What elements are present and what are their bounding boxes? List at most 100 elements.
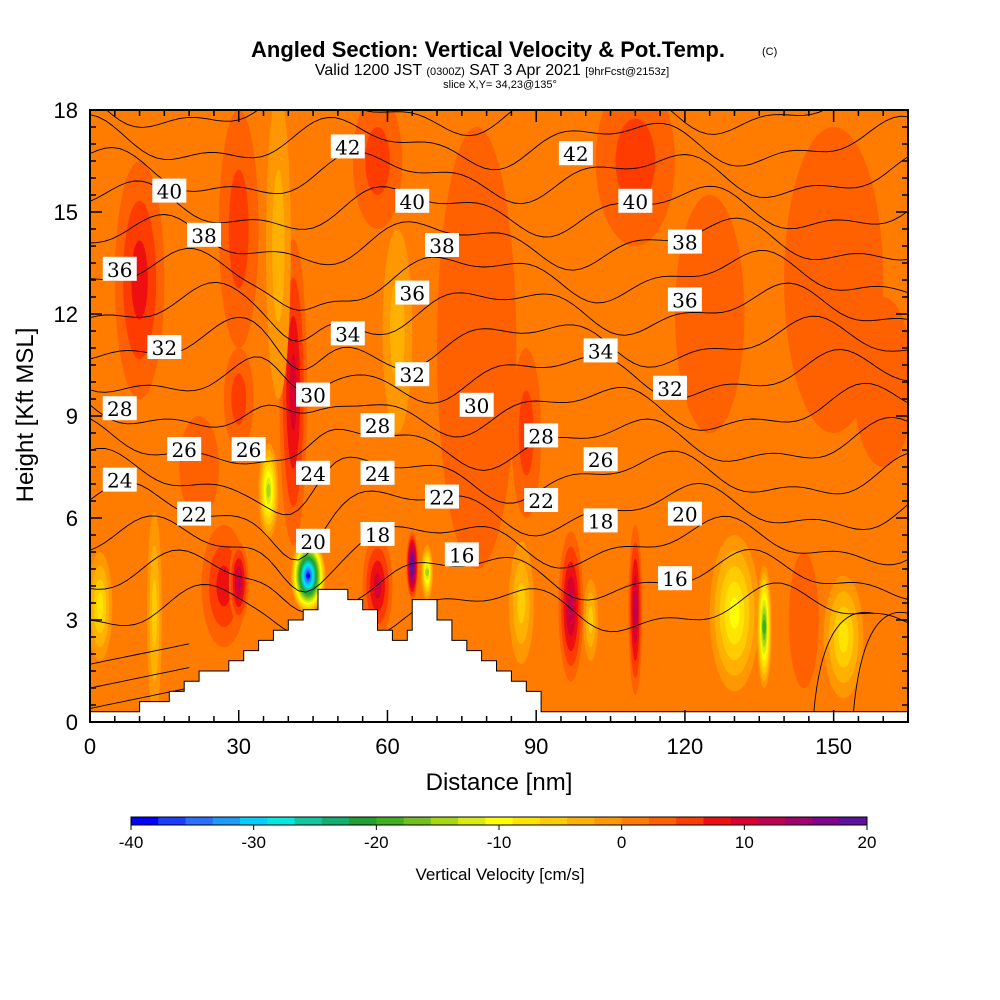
- contour-label: 40: [618, 188, 653, 214]
- contour-label-box: [296, 460, 331, 485]
- contour-label-box: [583, 508, 618, 533]
- contour-label: 38: [424, 233, 459, 258]
- colorbar-swatch: [594, 817, 623, 825]
- contour-label: 28: [360, 413, 395, 438]
- velocity-cell: [789, 552, 819, 688]
- contour-label: 34: [330, 321, 365, 346]
- contour-label-text: 32: [400, 363, 425, 387]
- contour-label-box: [296, 528, 331, 553]
- contour-label-text: 22: [429, 486, 454, 510]
- contour-label-text: 28: [528, 424, 553, 448]
- colorbar-swatch: [512, 817, 541, 825]
- isentrope: [90, 0, 908, 37]
- colorbar-tick-label: 0: [617, 833, 626, 852]
- contour-label-text: 30: [464, 394, 489, 418]
- y-tick-label: 6: [66, 506, 78, 531]
- colorbar-swatch: [349, 817, 377, 825]
- colorbar-swatch: [212, 817, 241, 825]
- colorbar-swatch: [403, 817, 432, 825]
- contour-label-box: [395, 362, 430, 387]
- velocity-cell: [373, 573, 382, 599]
- velocity-cell: [216, 565, 232, 607]
- contour-label: 20: [667, 501, 702, 527]
- colorbar-swatch: [294, 817, 323, 825]
- velocity-cell: [96, 592, 104, 621]
- velocity-cell: [410, 561, 415, 570]
- contour-label-text: 40: [157, 180, 182, 204]
- colorbar-swatch: [785, 817, 813, 825]
- contour-label: 28: [102, 396, 137, 421]
- isentrope: [90, 180, 908, 238]
- isentrope: [90, 548, 908, 614]
- contour-label: 22: [524, 488, 559, 513]
- contour-label-text: 20: [672, 503, 697, 527]
- contour-label-text: 26: [588, 448, 613, 472]
- contour-label: 24: [360, 460, 395, 486]
- isentrope: [105, 110, 826, 137]
- x-tick-label: 90: [524, 734, 548, 759]
- x-tick-label: 0: [84, 734, 96, 759]
- velocity-cell: [272, 169, 285, 323]
- colorbar-swatch: [240, 817, 268, 825]
- velocity-cell: [762, 620, 767, 634]
- contour-label-text: 32: [152, 336, 177, 360]
- isentrope: [813, 611, 874, 712]
- contour-label: 32: [653, 375, 688, 401]
- colorbar-swatch: [430, 817, 459, 825]
- contour-label-box: [395, 280, 430, 305]
- velocity-cell: [517, 582, 526, 624]
- isentrope: [90, 247, 908, 311]
- contour-label-box: [667, 229, 702, 254]
- contour-label-box: [102, 467, 137, 492]
- contour-label: 36: [667, 287, 702, 312]
- slice-info: slice X,Y= 34,23@135°: [443, 79, 557, 91]
- potential-temperature-contours: [90, 0, 908, 712]
- contour-label: 24: [102, 467, 137, 493]
- velocity-cell: [674, 195, 745, 433]
- velocity-cell: [365, 127, 390, 195]
- velocity-cell: [236, 574, 241, 591]
- contour-label-box: [583, 338, 618, 363]
- contour-label: 22: [424, 484, 459, 510]
- colorbar-tick-label: 20: [858, 833, 877, 852]
- contour-label-box: [102, 396, 137, 421]
- contour-label-box: [424, 484, 459, 509]
- contour-label: 26: [167, 437, 202, 462]
- colorbar-swatch: [185, 817, 214, 825]
- contour-label-box: [524, 488, 559, 512]
- contour-label-text: 40: [400, 190, 425, 214]
- contour-label-box: [187, 222, 222, 247]
- velocity-cell: [615, 118, 656, 204]
- contour-label-box: [653, 375, 688, 400]
- isentrope: [90, 643, 190, 665]
- contour-label: 42: [558, 141, 593, 166]
- contour-label-text: 24: [107, 469, 132, 493]
- y-tick-label: 15: [54, 200, 78, 225]
- isentrope: [90, 315, 908, 370]
- isentrope: [90, 0, 908, 4]
- colorbar-tick-label: -10: [487, 833, 512, 852]
- contour-label-box: [459, 392, 494, 417]
- contour-label-text: 34: [335, 322, 360, 346]
- colorbar: -40 -30 -20 -10 0 10 20: [119, 816, 877, 852]
- y-tick-label: 18: [54, 98, 78, 123]
- contour-label-box: [424, 233, 459, 257]
- colorbar-swatch: [730, 817, 759, 825]
- velocity-cell: [228, 169, 249, 289]
- contour-label: 18: [583, 508, 618, 533]
- contour-label-box: [177, 501, 212, 526]
- colorbar-tick-label: -40: [119, 833, 144, 852]
- colorbar-swatch: [567, 817, 595, 825]
- velocity-cell: [838, 621, 849, 653]
- contour-label: 26: [583, 447, 618, 472]
- isentrope: [90, 147, 908, 205]
- contour-label-box: [296, 382, 331, 407]
- contour-label: 40: [395, 188, 430, 214]
- colorbar-swatch: [458, 817, 486, 825]
- colorbar-swatch: [158, 817, 187, 825]
- contour-label-text: 24: [300, 462, 325, 486]
- colorbar-swatch: [839, 817, 868, 825]
- contour-label-text: 42: [335, 135, 360, 159]
